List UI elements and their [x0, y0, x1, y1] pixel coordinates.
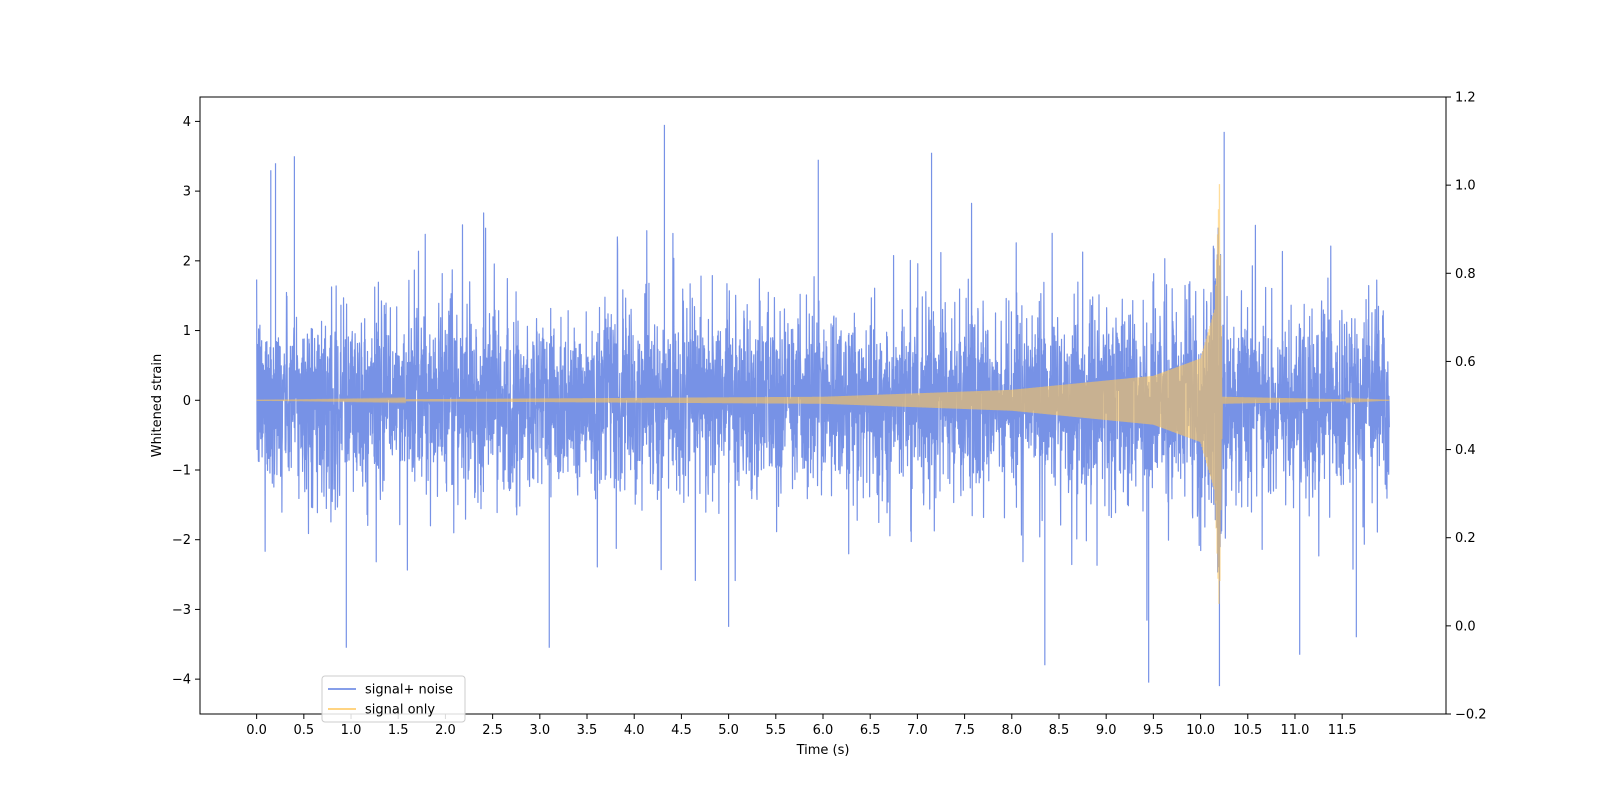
y-tick-label: −3 [172, 603, 191, 618]
x-tick-label: 0.0 [246, 723, 267, 738]
x-tick-label: 10.5 [1233, 723, 1262, 738]
y2-tick-label: 0.4 [1455, 443, 1476, 458]
x-tick-label: 3.0 [529, 723, 550, 738]
x-tick-label: 9.5 [1143, 723, 1164, 738]
y-tick-label: 1 [183, 324, 191, 339]
x-tick-label: 5.0 [718, 723, 739, 738]
legend-box [321, 675, 466, 723]
x-tick-label: 11.0 [1280, 723, 1309, 738]
y-tick-label: −2 [172, 533, 191, 548]
x-tick-label: 6.0 [813, 723, 834, 738]
y-tick-label: 0 [183, 394, 191, 409]
x-tick-label: 2.5 [482, 723, 503, 738]
x-tick-label: 11.5 [1328, 723, 1357, 738]
x-tick-label: 0.5 [293, 723, 314, 738]
y-tick-label: 2 [183, 254, 191, 269]
x-tick-label: 1.5 [388, 723, 409, 738]
x-tick-label: 10.0 [1186, 723, 1215, 738]
y-tick-label: −4 [172, 673, 191, 688]
x-tick-label: 8.0 [1001, 723, 1022, 738]
y-tick-label: −1 [172, 463, 191, 478]
y2-tick-label: 0.6 [1455, 355, 1476, 370]
x-tick-label: 5.5 [765, 723, 786, 738]
y2-tick-label: 0.2 [1455, 531, 1476, 546]
legend-label: signal only [365, 703, 435, 718]
y2-tick-label: 1.0 [1455, 179, 1476, 194]
y-axis-label: Whitened strain [150, 354, 165, 457]
series-signal-only-line [256, 184, 1390, 604]
x-tick-label: 1.0 [341, 723, 362, 738]
x-tick-label: 7.5 [954, 723, 975, 738]
y2-tick-label: 0.8 [1455, 267, 1476, 282]
y-tick-label: 4 [183, 115, 191, 130]
y2-tick-label: 1.2 [1455, 91, 1476, 106]
x-tick-label: 4.5 [671, 723, 692, 738]
x-tick-label: 2.0 [435, 723, 456, 738]
x-tick-label: 6.5 [860, 723, 881, 738]
y-tick-label: 3 [183, 185, 191, 200]
x-tick-label: 7.0 [907, 723, 928, 738]
x-tick-label: 8.5 [1049, 723, 1070, 738]
x-tick-label: 9.0 [1096, 723, 1117, 738]
x-tick-label: 4.0 [624, 723, 645, 738]
y2-tick-label: 0.0 [1455, 619, 1476, 634]
x-tick-label: 3.5 [577, 723, 598, 738]
y2-tick-label: −0.2 [1455, 708, 1487, 723]
legend-label: signal+ noise [365, 683, 453, 698]
x-axis-label: Time (s) [796, 743, 850, 758]
